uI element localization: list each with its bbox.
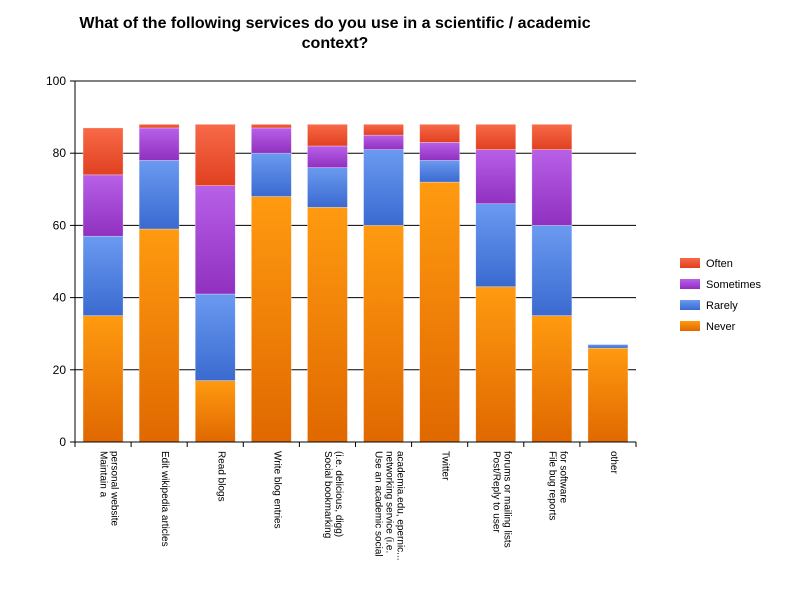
bar-segment-rarely-5 bbox=[363, 149, 404, 226]
bar-segment-sometimes-7 bbox=[475, 149, 517, 205]
bar-segment-never-9 bbox=[587, 347, 629, 443]
bar-segment-never-3 bbox=[251, 196, 292, 443]
labels-layer: Maintain a personal website Edit wikipedia… bbox=[98, 451, 619, 561]
legend-swatch-often bbox=[680, 258, 700, 268]
bar-segment-often-6 bbox=[419, 124, 460, 143]
bar-segment-rarely-6 bbox=[419, 160, 460, 183]
bar-segment-often-4 bbox=[307, 124, 348, 147]
bar-segment-rarely-4 bbox=[307, 167, 348, 208]
bar-segment-sometimes-6 bbox=[419, 142, 460, 161]
bar-segment-never-5 bbox=[363, 225, 404, 443]
bar-segment-rarely-7 bbox=[475, 203, 517, 288]
bar-segment-rarely-1 bbox=[138, 160, 180, 230]
legend-label-never: Never bbox=[706, 321, 736, 333]
x-category-label-4: (i.e. delicious, digg) bbox=[333, 451, 344, 537]
y-tick-label-80: 80 bbox=[53, 146, 67, 160]
y-tick-label-40: 40 bbox=[53, 291, 67, 305]
bar-segment-never-6 bbox=[419, 181, 460, 443]
bar-segment-rarely-0 bbox=[82, 235, 124, 316]
bar-segment-never-0 bbox=[82, 315, 124, 443]
x-category-label-5: networking service (i.e. bbox=[384, 451, 395, 553]
x-category-label-5: academia.edu, epernic... bbox=[395, 451, 406, 561]
bar-segment-sometimes-5 bbox=[363, 134, 404, 150]
axis-layer: 0 20 40 60 80 100 bbox=[46, 74, 637, 449]
bar-segment-sometimes-4 bbox=[307, 145, 348, 168]
y-tick-label-100: 100 bbox=[46, 74, 66, 88]
x-category-label-7: Post/Reply to user bbox=[490, 451, 501, 533]
x-category-label-5: Use an academic social bbox=[373, 451, 384, 557]
bar-segment-sometimes-1 bbox=[138, 127, 180, 161]
bar-segment-sometimes-0 bbox=[82, 174, 124, 237]
bar-segment-rarely-9 bbox=[587, 344, 629, 349]
bar-segment-rarely-3 bbox=[251, 152, 292, 197]
legend-label-sometimes: Sometimes bbox=[706, 279, 762, 291]
bar-segment-often-8 bbox=[531, 124, 573, 150]
x-category-label-1: Edit wikipedia articles bbox=[159, 451, 170, 547]
bar-segment-sometimes-8 bbox=[531, 149, 573, 226]
legend: Often Sometimes Rarely Never bbox=[680, 258, 762, 333]
legend-label-rarely: Rarely bbox=[706, 300, 738, 312]
bar-segment-often-1 bbox=[138, 124, 180, 129]
bar-segment-often-7 bbox=[475, 124, 517, 150]
legend-label-often: Often bbox=[706, 258, 733, 270]
bars-layer bbox=[82, 124, 629, 443]
bar-segment-never-2 bbox=[194, 380, 236, 443]
y-tick-label-20: 20 bbox=[53, 363, 67, 377]
legend-swatch-sometimes bbox=[680, 279, 700, 289]
bar-segment-rarely-8 bbox=[531, 225, 573, 316]
x-category-label-3: Write blog entries bbox=[271, 451, 282, 529]
bar-segment-often-3 bbox=[251, 124, 292, 129]
bar-segment-rarely-2 bbox=[194, 293, 236, 381]
chart-title-line-1: What of the following services do you us… bbox=[79, 15, 591, 32]
x-category-label-0: personal website bbox=[109, 451, 120, 526]
y-tick-label-60: 60 bbox=[53, 218, 67, 232]
chart-title-line-2: context? bbox=[301, 35, 369, 52]
x-category-label-8: for software bbox=[557, 451, 568, 504]
bar-segment-sometimes-3 bbox=[251, 127, 292, 154]
x-category-label-8: File bug reports bbox=[546, 451, 557, 520]
x-category-label-2: Read blogs bbox=[215, 451, 226, 502]
bar-segment-often-2 bbox=[194, 124, 236, 186]
bar-segment-never-8 bbox=[531, 315, 573, 443]
bar-segment-never-7 bbox=[475, 286, 517, 443]
x-category-label-7: forums or mailing lists bbox=[501, 451, 512, 548]
bar-segment-often-5 bbox=[363, 124, 404, 136]
x-category-label-9: other bbox=[608, 451, 619, 474]
x-category-label-6: Twitter bbox=[440, 451, 451, 481]
bar-segment-never-1 bbox=[138, 228, 180, 443]
x-category-label-4: Social bookmarking bbox=[322, 451, 333, 538]
bar-segment-never-4 bbox=[307, 207, 348, 443]
y-tick-label-0: 0 bbox=[59, 435, 66, 449]
chart-title: What of the following services do you us… bbox=[60, 14, 610, 54]
bar-segment-sometimes-2 bbox=[194, 185, 236, 295]
legend-swatch-never bbox=[680, 321, 700, 331]
bar-segment-often-0 bbox=[82, 127, 124, 176]
legend-swatch-rarely bbox=[680, 300, 700, 310]
x-category-label-0: Maintain a bbox=[98, 451, 109, 498]
